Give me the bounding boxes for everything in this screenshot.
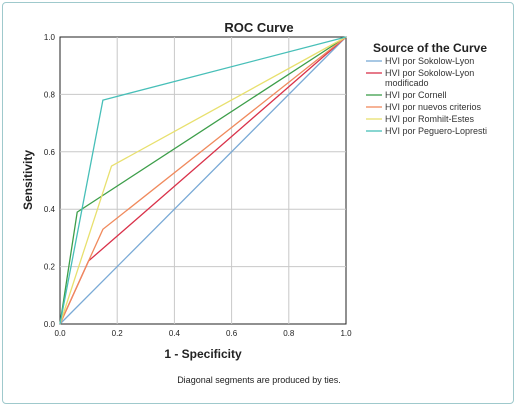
series-line-2 xyxy=(59,36,347,325)
legend-title: Source of the Curve xyxy=(373,41,487,55)
x-tick-label: 0.0 xyxy=(54,329,66,338)
y-tick-label: 0.4 xyxy=(44,205,56,214)
gridlines xyxy=(60,37,346,324)
y-axis-label: Sensitivity xyxy=(21,150,35,210)
y-ticks: 0.0 0.2 0.4 0.6 0.8 1.0 xyxy=(44,33,56,329)
legend-label-0: HVI por Sokolow-Lyon xyxy=(385,56,474,66)
y-tick-label: 0.6 xyxy=(44,148,56,157)
x-tick-label: 0.4 xyxy=(169,329,181,338)
chart-frame xyxy=(2,2,514,404)
series-line-0 xyxy=(59,36,347,325)
x-tick-label: 0.6 xyxy=(226,329,238,338)
y-tick-label: 0.8 xyxy=(44,90,56,99)
legend: HVI por Sokolow-Lyon HVI por Sokolow-Lyon… xyxy=(366,56,487,136)
legend-label-1: HVI por Sokolow-Lyon modificado xyxy=(385,68,474,88)
legend-label-4: HVI por Romhilt-Estes xyxy=(385,114,475,124)
legend-label-5: HVI por Peguero-Lopresti xyxy=(385,126,487,136)
y-tick-label: 1.0 xyxy=(44,33,56,42)
y-tick-label: 0.0 xyxy=(44,320,56,329)
series-line-5 xyxy=(59,36,347,325)
x-tick-label: 0.2 xyxy=(112,329,124,338)
x-tick-label: 0.8 xyxy=(283,329,295,338)
series-line-4 xyxy=(59,36,347,325)
x-tick-label: 1.0 xyxy=(340,329,352,338)
series-lines xyxy=(59,36,347,325)
legend-label-2: HVI por Cornell xyxy=(385,90,447,100)
y-tick-label: 0.2 xyxy=(44,263,56,272)
legend-label-3: HVI por nuevos criterios xyxy=(385,102,482,112)
x-ticks: 0.0 0.2 0.4 0.6 0.8 1.0 xyxy=(54,329,352,338)
x-axis-label: 1 - Specificity xyxy=(164,347,242,361)
footnote: Diagonal segments are produced by ties. xyxy=(177,375,341,385)
chart-title: ROC Curve xyxy=(224,20,293,35)
series-line-3 xyxy=(59,36,347,325)
